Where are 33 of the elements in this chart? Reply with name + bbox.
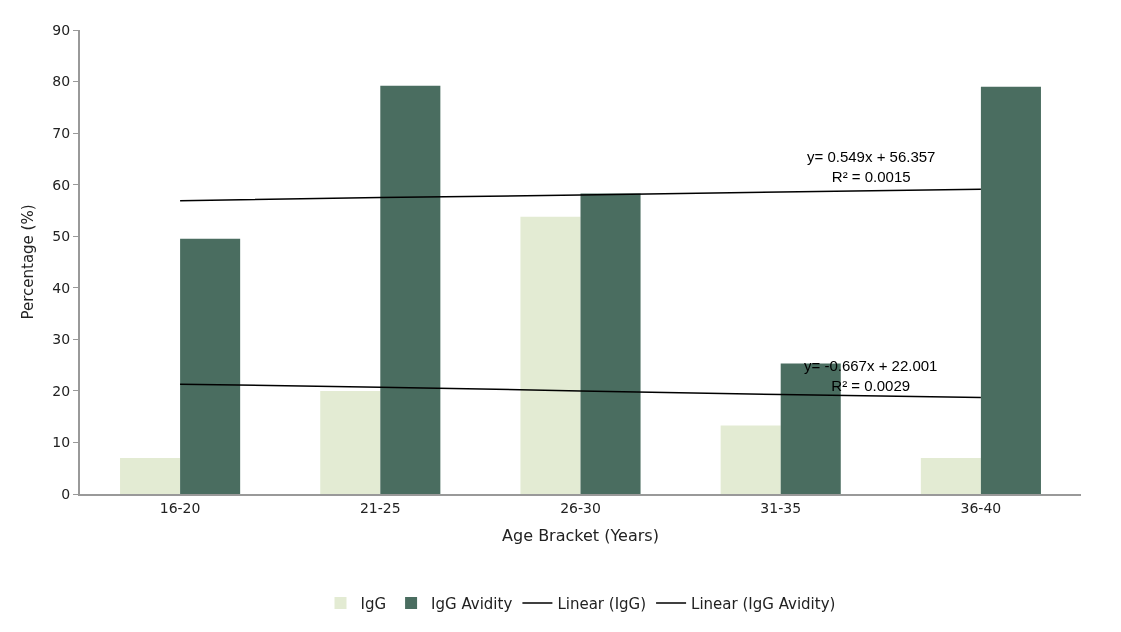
x-axis-title: Age Bracket (Years) bbox=[502, 526, 659, 545]
bar bbox=[180, 238, 241, 494]
bar bbox=[920, 457, 981, 494]
annotation: y= 0.549x + 56.357 R² = 0.0015 bbox=[807, 148, 936, 185]
y-tick-label: 50 bbox=[52, 228, 71, 245]
bar bbox=[320, 390, 381, 494]
x-tick-label: 36-40 bbox=[960, 499, 1002, 516]
x-tick-label: 31-35 bbox=[760, 499, 802, 516]
bar bbox=[120, 457, 181, 494]
bar bbox=[580, 193, 641, 494]
bar bbox=[980, 86, 1041, 494]
y-tick-label: 10 bbox=[52, 434, 71, 451]
y-tick-label: 0 bbox=[61, 485, 71, 502]
legend-label: IgG Avidity bbox=[431, 594, 513, 613]
y-axis-title: Percentage (%) bbox=[19, 204, 38, 320]
legend-label: IgG bbox=[360, 594, 387, 613]
y-tick-label: 40 bbox=[52, 279, 71, 296]
bar bbox=[380, 85, 441, 494]
legend-label: Linear (IgG) bbox=[557, 594, 647, 613]
bar bbox=[720, 425, 781, 494]
x-tick-label: 16-20 bbox=[159, 499, 201, 516]
y-tick-label: 90 bbox=[52, 21, 71, 38]
line-series bbox=[179, 383, 982, 399]
line-series bbox=[179, 188, 982, 202]
legend-label: Linear (IgG Avidity) bbox=[691, 594, 836, 613]
y-tick-label: 20 bbox=[52, 382, 71, 399]
bar bbox=[520, 216, 581, 494]
x-tick-label: 26-30 bbox=[560, 499, 601, 516]
y-tick-label: 70 bbox=[52, 125, 71, 142]
y-tick-label: 30 bbox=[52, 331, 71, 348]
y-tick-label: 80 bbox=[52, 73, 71, 90]
x-tick-label: 21-25 bbox=[359, 499, 401, 516]
y-tick-label: 60 bbox=[52, 176, 71, 193]
